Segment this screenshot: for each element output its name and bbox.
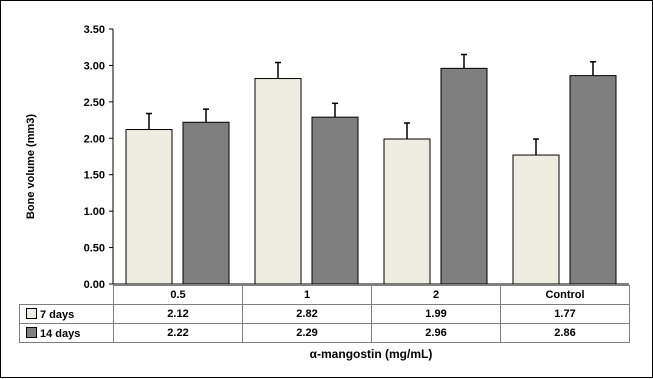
table-value: 2.22 <box>113 323 243 343</box>
table-value: 1.99 <box>371 304 501 324</box>
legend-label: 14 days <box>40 327 81 340</box>
table-row-14-days: 14 days 2.22 2.29 2.96 2.86 <box>19 323 630 343</box>
bar-7-days-3 <box>512 154 560 285</box>
bar-14-days-1 <box>311 116 359 285</box>
table-value: 2.86 <box>500 323 630 343</box>
y-tick-label: 2.50 <box>84 97 105 109</box>
y-axis-title: Bone volume (mm3) <box>25 114 37 219</box>
category-label: 2 <box>371 285 501 305</box>
table-value: 1.77 <box>500 304 630 324</box>
bar-14-days-0 <box>182 121 230 285</box>
bar-14-days-2 <box>440 67 488 285</box>
legend-swatch-7-days <box>26 307 37 319</box>
y-tick-label: 0.00 <box>84 279 105 291</box>
table-corner <box>20 286 114 305</box>
bar-7-days-0 <box>125 129 173 285</box>
legend-swatch-14-days <box>26 326 37 338</box>
y-tick-label: 2.00 <box>84 133 105 145</box>
legend-entry-14-days: 14 days <box>19 323 114 343</box>
bar-7-days-1 <box>254 78 302 285</box>
data-table: 0.5 1 2 Control 7 days 2.12 2.82 1.99 1.… <box>19 285 630 343</box>
table-value: 2.96 <box>371 323 501 343</box>
table-value: 2.12 <box>113 304 243 324</box>
y-tick-label: 0.50 <box>84 243 105 255</box>
bar-7-days-2 <box>383 138 431 285</box>
legend-label: 7 days <box>40 308 75 321</box>
y-tick-label: 3.50 <box>84 24 105 36</box>
x-axis-title: α-mangostin (mg/mL) <box>309 347 433 361</box>
y-tick-label: 1.00 <box>84 206 105 218</box>
table-value: 2.29 <box>242 323 372 343</box>
category-label: 0.5 <box>113 285 243 305</box>
legend-entry-7-days: 7 days <box>19 304 114 324</box>
y-tick-label: 1.50 <box>84 170 105 182</box>
table-header-row: 0.5 1 2 Control <box>20 285 630 305</box>
category-label: 1 <box>242 285 372 305</box>
category-label: Control <box>500 285 630 305</box>
table-value: 2.82 <box>242 304 372 324</box>
table-row-7-days: 7 days 2.12 2.82 1.99 1.77 <box>19 304 630 324</box>
bar-14-days-3 <box>569 75 617 285</box>
y-tick-label: 3.00 <box>84 60 105 72</box>
